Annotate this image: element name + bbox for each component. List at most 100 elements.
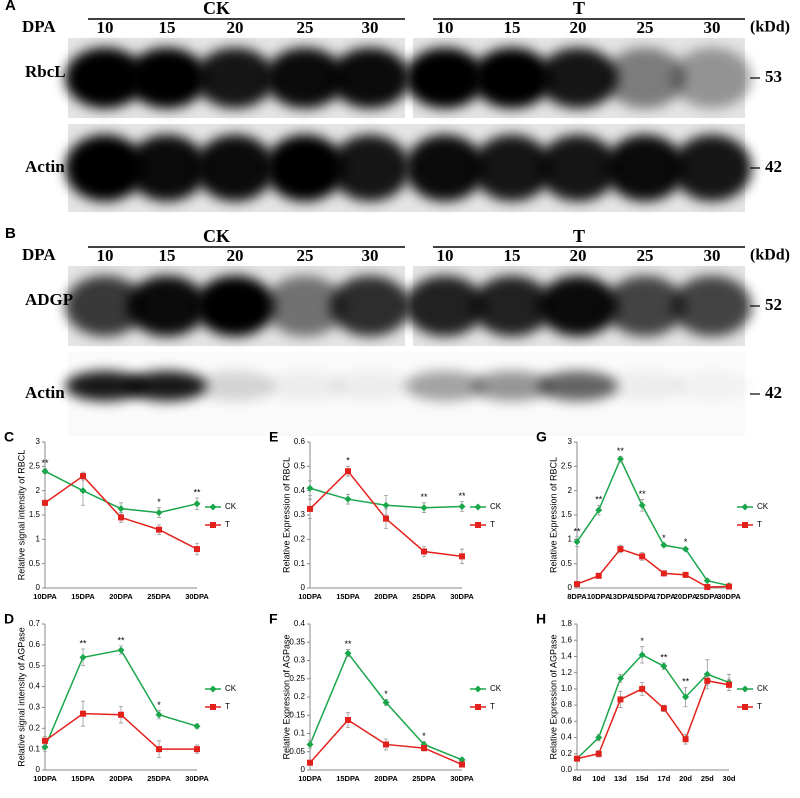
- point: [704, 677, 711, 684]
- point: [307, 505, 313, 512]
- significance-label: *: [422, 731, 426, 741]
- x-tick-label: 20DPA: [374, 592, 398, 601]
- x-tick-label: 25DPA: [412, 774, 436, 783]
- legend-label: CK: [225, 502, 237, 511]
- point: [79, 487, 87, 495]
- lane-label: 10: [437, 18, 454, 37]
- point: [420, 504, 428, 512]
- x-tick-label: 20DPA: [109, 592, 133, 601]
- y-tick-label: 0.2: [29, 723, 41, 732]
- lane-label: 25: [637, 246, 654, 265]
- point: [382, 698, 390, 706]
- x-tick-label: 10DPA: [298, 592, 322, 601]
- y-tick-label: 1.8: [561, 619, 573, 628]
- blot-band: [672, 134, 752, 202]
- significance-label: **: [617, 446, 625, 456]
- point: [660, 541, 668, 549]
- lane-label: 20: [227, 246, 244, 265]
- lane-label: 15: [504, 18, 521, 37]
- group-label: CK: [203, 0, 230, 18]
- blot-band: [605, 134, 685, 202]
- series-line: [576, 653, 730, 760]
- y-tick-label: 0.1: [294, 729, 306, 738]
- blot-band: [405, 134, 485, 202]
- point: [574, 581, 580, 588]
- y-axis-label: Relative Expression of AGPase: [281, 634, 291, 759]
- legend-label: T: [757, 520, 762, 529]
- point: [458, 502, 466, 510]
- size-label: 42: [765, 157, 782, 176]
- blot-band: [672, 47, 752, 109]
- legend-label: CK: [757, 684, 769, 693]
- y-tick-label: 1.6: [561, 635, 573, 644]
- point: [306, 484, 314, 492]
- point: [80, 473, 86, 480]
- x-tick-label: 15DPA: [630, 592, 654, 601]
- series-line: [576, 548, 730, 588]
- lane-label: 15: [159, 18, 176, 37]
- blot-band: [330, 134, 410, 202]
- series: [573, 646, 733, 763]
- legend-label: T: [490, 520, 495, 529]
- point: [617, 546, 624, 553]
- significance-label: **: [458, 491, 466, 501]
- y-axis-label: Relative signal intensity of AGPase: [16, 627, 26, 767]
- significance-label: **: [117, 635, 125, 645]
- blot-band: [672, 275, 752, 337]
- y-tick-label: 0.4: [294, 619, 306, 628]
- y-tick-label: 0.2: [561, 749, 573, 758]
- blot-band: [330, 47, 410, 109]
- point: [306, 740, 314, 748]
- blot-bands: [65, 134, 752, 202]
- lane-label: 20: [570, 18, 587, 37]
- point: [42, 737, 48, 744]
- point: [193, 722, 201, 730]
- point: [383, 515, 389, 522]
- panel-letter: C: [4, 429, 14, 445]
- panel-letter: F: [269, 611, 278, 627]
- point: [475, 522, 481, 528]
- x-tick-label: 25d: [701, 774, 714, 783]
- x-tick-label: 30DPA: [717, 592, 741, 601]
- point: [474, 685, 482, 693]
- series: [42, 471, 200, 556]
- y-tick-label: 0: [36, 583, 41, 592]
- x-tick-label: 8DPA: [567, 592, 587, 601]
- unit-label: (kDd): [750, 247, 790, 264]
- x-tick-label: 13DPA: [609, 592, 633, 601]
- x-tick-label: 13d: [614, 774, 627, 783]
- x-tick-label: 15DPA: [71, 592, 95, 601]
- x-tick-label: 30DPA: [185, 592, 209, 601]
- point: [345, 716, 351, 723]
- point: [616, 455, 624, 463]
- x-tick-label: 10DPA: [33, 592, 57, 601]
- blot-band: [472, 370, 552, 402]
- blot-band: [472, 134, 552, 202]
- blot-band: [405, 275, 485, 337]
- significance-label: **: [660, 652, 668, 662]
- series: [306, 480, 466, 516]
- x-tick-label: 25DPA: [695, 592, 719, 601]
- x-tick-label: 15DPA: [71, 774, 95, 783]
- x-tick-label: 15DPA: [336, 774, 360, 783]
- point: [345, 468, 351, 475]
- legend-label: T: [225, 520, 230, 529]
- blot-band: [127, 275, 207, 337]
- y-tick-label: 0.3: [29, 703, 41, 712]
- point: [595, 734, 603, 742]
- blot-band: [605, 47, 685, 109]
- point: [194, 746, 200, 753]
- series: [41, 467, 201, 518]
- point: [742, 704, 748, 710]
- x-tick-label: 25DPA: [412, 592, 436, 601]
- y-tick-label: 2.5: [561, 461, 573, 470]
- point: [573, 538, 581, 546]
- point: [616, 674, 624, 682]
- significance-label: **: [41, 458, 49, 468]
- y-axis-label: Relative Expression of AGPase: [548, 634, 558, 759]
- lane-label: 30: [704, 246, 721, 265]
- y-tick-label: 1.0: [561, 684, 573, 693]
- significance-label: *: [384, 689, 388, 699]
- lane-label: 25: [297, 18, 314, 37]
